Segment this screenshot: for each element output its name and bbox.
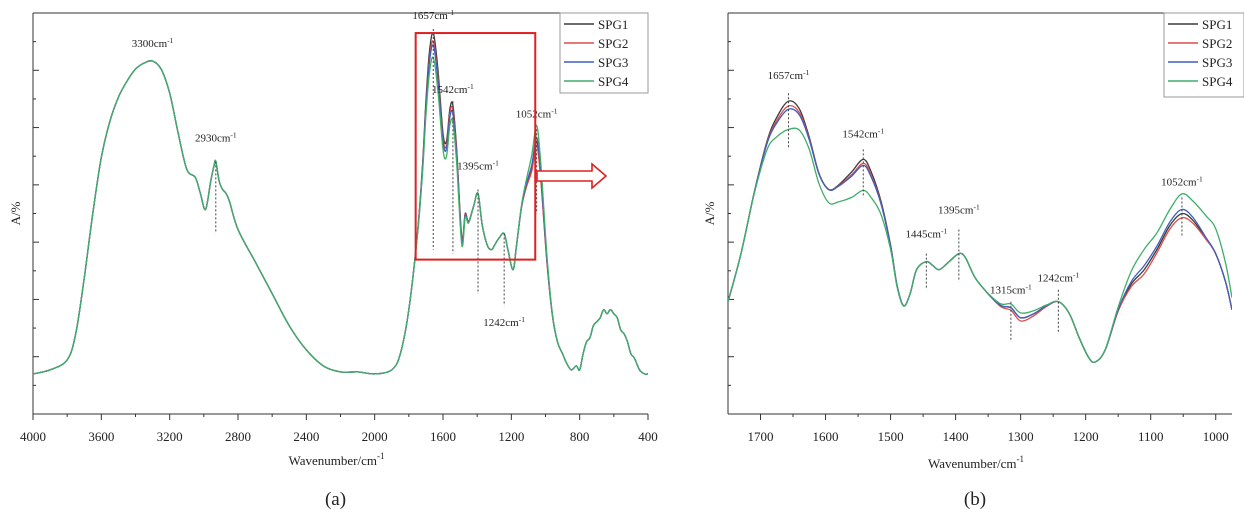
x-axis-title: Wavenumber/cm-1 xyxy=(289,451,385,468)
series-line-spg4 xyxy=(728,127,1232,363)
series-line-spg3 xyxy=(33,44,648,375)
legend-entry: SPG3 xyxy=(1202,55,1232,70)
series-lines xyxy=(728,100,1232,364)
x-tick-label: 1400 xyxy=(943,429,969,444)
peak-label: 1395cm-1 xyxy=(938,203,980,217)
x-tick-label: 3600 xyxy=(88,429,114,444)
peak-label: 2930cm-1 xyxy=(195,130,237,144)
legend-entry: SPG4 xyxy=(1202,74,1233,89)
peak-label: 1542cm-1 xyxy=(842,126,884,140)
x-axis-title-text: Wavenumber/cm xyxy=(289,453,377,468)
x-tick-label: 400 xyxy=(638,429,658,444)
x-tick-labels: 1700 1600 1500 1400 1300 1200 1100 1000 xyxy=(748,414,1229,444)
peak-label: 1052cm-1 xyxy=(1161,174,1203,188)
x-tick-label: 1700 xyxy=(748,429,774,444)
panel-caption: (b) xyxy=(964,489,986,510)
panel-caption: (a) xyxy=(325,489,346,510)
peak-label: 1315cm-1 xyxy=(990,283,1032,297)
peak-label-sup: -1 xyxy=(1073,271,1079,280)
peak-label: 1395cm-1 xyxy=(457,158,499,172)
peak-label-text: 1445cm xyxy=(905,229,941,241)
peak-label: 1657cm-1 xyxy=(412,8,454,22)
x-tick-label: 1000 xyxy=(1203,429,1229,444)
legend-entry: SPG2 xyxy=(598,36,628,51)
peak-label-text: 3300cm xyxy=(132,38,168,50)
zoom-arrow-icon xyxy=(536,162,608,190)
legend: SPG1 SPG2 SPG3 SPG4 xyxy=(559,12,649,94)
legend-entry: SPG2 xyxy=(1202,36,1232,51)
peak-label-sup: -1 xyxy=(468,82,474,91)
x-tick-label: 2400 xyxy=(293,429,319,444)
peak-label-sup: -1 xyxy=(167,36,173,45)
peak-label: 3300cm-1 xyxy=(132,36,174,50)
x-tick-label: 3200 xyxy=(157,429,183,444)
peak-label-sup: -1 xyxy=(1025,283,1031,292)
peak-label-text: 1395cm xyxy=(457,160,493,172)
x-axis-title-sup: -1 xyxy=(1016,454,1024,464)
peak-label-sup: -1 xyxy=(1197,174,1203,183)
x-tick-label: 2800 xyxy=(225,429,251,444)
x-tick-label: 1100 xyxy=(1138,429,1164,444)
x-tick-label: 1500 xyxy=(878,429,904,444)
legend-frame xyxy=(559,12,649,94)
peak-label-sup: -1 xyxy=(230,130,236,139)
peak-label-text: 1242cm xyxy=(483,317,519,329)
legend-frame xyxy=(1163,12,1244,98)
x-tick-label: 2000 xyxy=(362,429,388,444)
x-tick-label: 1600 xyxy=(430,429,456,444)
peak-label-sup: -1 xyxy=(803,68,809,77)
x-tick-label: 1200 xyxy=(498,429,524,444)
x-axis-title-text: Wavenumber/cm xyxy=(928,456,1016,471)
panel-a-chart: 4000 3600 3200 2800 2400 2000 1600 1200 800 400 Wa… xyxy=(8,8,658,510)
peak-label-text: 1315cm xyxy=(990,285,1026,297)
peak-label-sup: -1 xyxy=(973,203,979,212)
peak-label: 1542cm-1 xyxy=(432,82,474,96)
zoom-region-box xyxy=(414,32,537,261)
legend-entry: SPG4 xyxy=(598,74,629,89)
peak-label-sup: -1 xyxy=(493,158,499,167)
peak-label-text: 2930cm xyxy=(195,132,231,144)
peak-label-sup: -1 xyxy=(941,227,947,236)
series-line-spg2 xyxy=(33,40,648,375)
peak-label-sup: -1 xyxy=(519,315,525,324)
peak-label: 1445cm-1 xyxy=(905,227,947,241)
peak-label-sup: -1 xyxy=(878,126,884,135)
peak-label: 1657cm-1 xyxy=(768,68,810,82)
peak-label-text: 1242cm xyxy=(1038,273,1074,285)
y-axis-title: A/% xyxy=(8,201,23,225)
peak-label: 1242cm-1 xyxy=(1038,271,1080,285)
peak-annotations: 3300cm-12930cm-11657cm-11542cm-11395cm-1… xyxy=(132,8,558,329)
peak-label-text: 1657cm xyxy=(768,70,804,82)
x-tick-label: 1300 xyxy=(1008,429,1034,444)
series-lines xyxy=(33,32,648,375)
x-axis-title: Wavenumber/cm-1 xyxy=(928,454,1024,471)
peak-annotations: 1657cm-11542cm-11445cm-11395cm-11315cm-1… xyxy=(768,68,1203,342)
x-tick-label: 4000 xyxy=(20,429,46,444)
series-line-spg1 xyxy=(728,100,1232,364)
peak-label: 1052cm-1 xyxy=(516,106,558,120)
x-axis-title-sup: -1 xyxy=(377,451,385,461)
x-tick-label: 1600 xyxy=(813,429,839,444)
peak-label-text: 1542cm xyxy=(432,84,468,96)
peak-label: 1242cm-1 xyxy=(483,315,525,329)
legend-entry: SPG1 xyxy=(1202,17,1232,32)
x-tick-label: 1200 xyxy=(1073,429,1099,444)
y-axis-title: A/% xyxy=(702,201,717,225)
peak-label-sup: -1 xyxy=(551,106,557,115)
series-line-spg3 xyxy=(728,108,1232,364)
legend-entry: SPG3 xyxy=(598,55,628,70)
peak-label-sup: -1 xyxy=(448,8,454,17)
peak-label-text: 1542cm xyxy=(842,128,878,140)
peak-label-text: 1395cm xyxy=(938,205,974,217)
legend-entry: SPG1 xyxy=(598,17,628,32)
peak-label-text: 1657cm xyxy=(412,10,448,22)
legend: SPG1 SPG2 SPG3 SPG4 xyxy=(1163,12,1244,98)
panel-b-chart: 1700 1600 1500 1400 1300 1200 1100 1000 Wavenumb… xyxy=(702,12,1244,510)
series-line-spg4 xyxy=(33,56,648,375)
peak-label-text: 1052cm xyxy=(1161,176,1197,188)
x-tick-labels: 4000 3600 3200 2800 2400 2000 1600 1200 800 400 xyxy=(20,414,658,444)
peak-label-text: 1052cm xyxy=(516,108,552,120)
x-tick-label: 800 xyxy=(570,429,590,444)
